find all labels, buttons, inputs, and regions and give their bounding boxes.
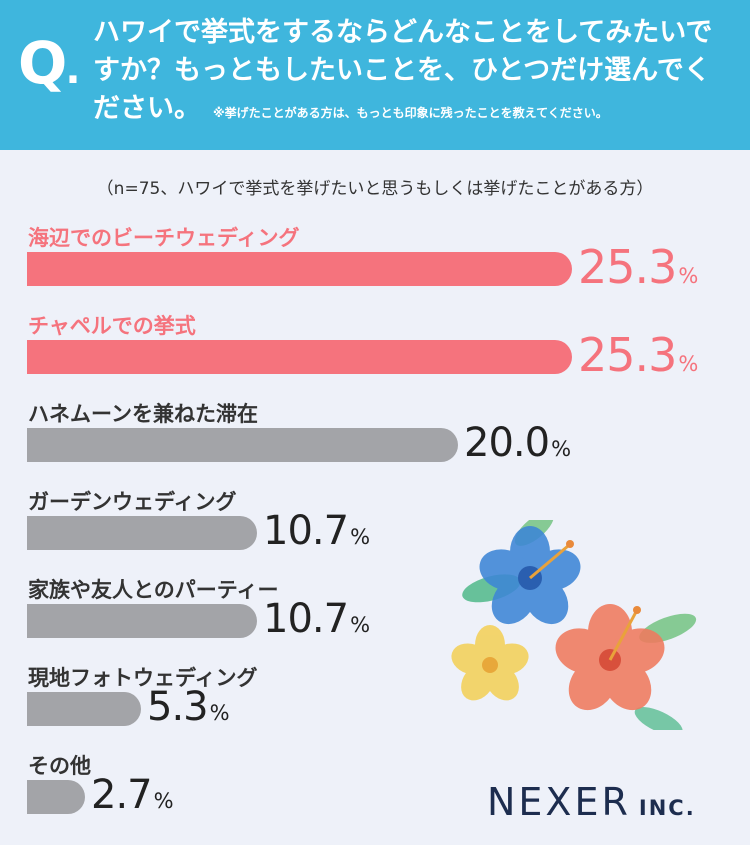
bar (27, 692, 141, 726)
sample-note: （n=75、ハワイで挙式を挙げたいと思うもしくは挙げたことがある方） (96, 179, 654, 199)
bar (27, 340, 572, 374)
category-label: ハネムーンを兼ねた滞在 (28, 402, 258, 426)
bar (27, 428, 458, 462)
question-note: ※挙げたことがある方は、もっとも印象に残ったことを教えてください。 (213, 106, 608, 120)
category-label: その他 (28, 754, 91, 778)
question-header: Q. ハワイで挙式をするならどんなことをしてみたいですか？もっともしたいことを、… (0, 0, 750, 150)
value-label: 2.7% (91, 772, 174, 818)
value-label: 5.3% (147, 684, 230, 730)
category-label: ガーデンウェディング (28, 490, 237, 514)
value-label: 20.0% (464, 420, 572, 466)
category-label: 現地フォトウェディング (28, 666, 258, 690)
category-label: 海辺でのビーチウェディング (28, 226, 300, 250)
category-label: チャペルでの挙式 (28, 314, 196, 338)
category-label: 家族や友人とのパーティー (28, 578, 279, 602)
bar (27, 780, 85, 814)
bar (27, 516, 257, 550)
value-label: 25.3% (578, 328, 699, 382)
value-label: 10.7% (263, 508, 371, 554)
bar (27, 252, 572, 286)
value-label: 25.3% (578, 240, 699, 294)
bar (27, 604, 257, 638)
value-label: 10.7% (263, 596, 371, 642)
nexer-logo: NEXER INC. (487, 780, 696, 824)
q-mark: Q. (18, 29, 81, 97)
question-text: ハワイで挙式をするならどんなことをしてみたいですか？もっともしたいことを、ひとつ… (93, 17, 713, 124)
hibiscus-icon (451, 520, 697, 730)
